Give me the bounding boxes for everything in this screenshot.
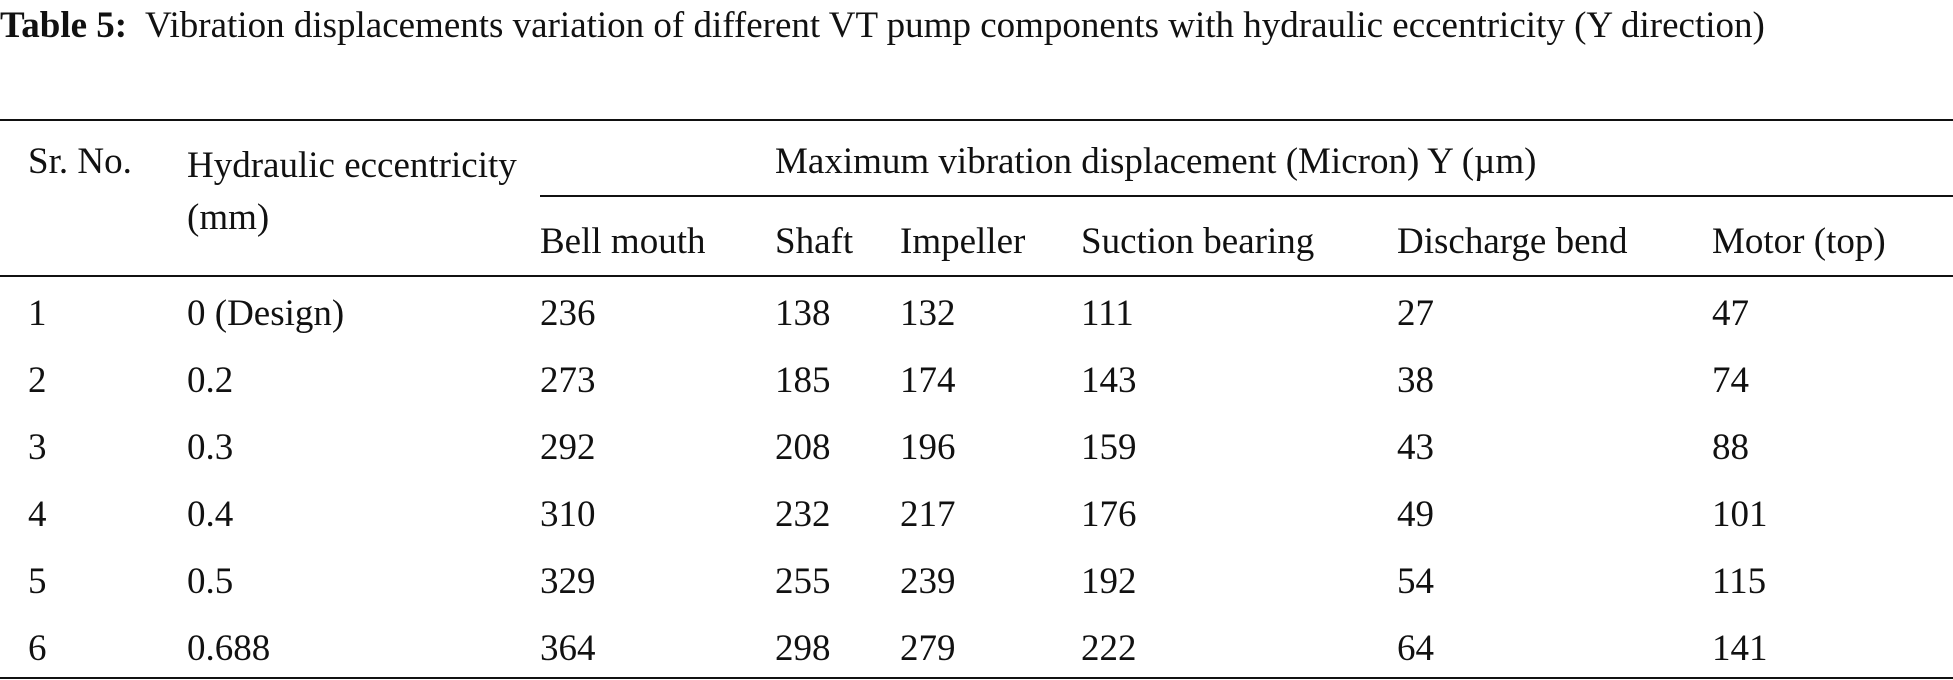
impeller-cell: 132 — [900, 293, 956, 334]
shaft-cell: 138 — [775, 293, 831, 334]
header-group-displacement: Maximum vibration displacement (Micron) … — [775, 141, 1537, 182]
impeller-cell: 217 — [900, 494, 956, 535]
sr-no-cell: 3 — [28, 427, 47, 468]
eccentricity-cell: 0.5 — [187, 561, 234, 602]
shaft-cell: 232 — [775, 494, 831, 535]
header-sr-no: Sr. No. — [28, 141, 132, 182]
header-bottom-rule — [0, 275, 1953, 277]
sr-no-cell: 2 — [28, 360, 47, 401]
motor-top-cell: 141 — [1712, 628, 1768, 669]
group-header-rule — [540, 195, 1953, 197]
eccentricity-cell: 0.4 — [187, 494, 234, 535]
suction-bearing-cell: 192 — [1081, 561, 1137, 602]
discharge-bend-cell: 27 — [1397, 293, 1434, 334]
motor-top-cell: 74 — [1712, 360, 1749, 401]
sr-no-cell: 4 — [28, 494, 47, 535]
impeller-cell: 174 — [900, 360, 956, 401]
suction-bearing-cell: 222 — [1081, 628, 1137, 669]
discharge-bend-cell: 64 — [1397, 628, 1434, 669]
table-caption-text: Vibration displacements variation of dif… — [144, 5, 1765, 46]
eccentricity-cell: 0 (Design) — [187, 293, 345, 334]
discharge-bend-cell: 54 — [1397, 561, 1434, 602]
suction-bearing-cell: 176 — [1081, 494, 1137, 535]
shaft-cell: 255 — [775, 561, 831, 602]
table-caption-label: Table 5: — [0, 5, 128, 46]
header-discharge-bend: Discharge bend — [1397, 221, 1628, 262]
motor-top-cell: 101 — [1712, 494, 1768, 535]
discharge-bend-cell: 49 — [1397, 494, 1434, 535]
sr-no-cell: 6 — [28, 628, 47, 669]
bell-mouth-cell: 292 — [540, 427, 596, 468]
header-eccentricity: Hydraulic eccentricity (mm) — [187, 145, 517, 238]
eccentricity-cell: 0.3 — [187, 427, 234, 468]
motor-top-cell: 115 — [1712, 561, 1767, 602]
shaft-cell: 298 — [775, 628, 831, 669]
header-suction-bearing: Suction bearing — [1081, 221, 1315, 262]
shaft-cell: 185 — [775, 360, 831, 401]
suction-bearing-cell: 159 — [1081, 427, 1137, 468]
sr-no-cell: 1 — [28, 293, 47, 334]
motor-top-cell: 88 — [1712, 427, 1749, 468]
eccentricity-cell: 0.688 — [187, 628, 271, 669]
impeller-cell: 279 — [900, 628, 956, 669]
table-bottom-rule — [0, 677, 1953, 679]
discharge-bend-cell: 38 — [1397, 360, 1434, 401]
header-bell-mouth: Bell mouth — [540, 221, 706, 262]
suction-bearing-cell: 143 — [1081, 360, 1137, 401]
shaft-cell: 208 — [775, 427, 831, 468]
discharge-bend-cell: 43 — [1397, 427, 1434, 468]
motor-top-cell: 47 — [1712, 293, 1749, 334]
sr-no-cell: 5 — [28, 561, 47, 602]
table-caption: Table 5: Vibration displacements variati… — [0, 0, 1953, 52]
bell-mouth-cell: 310 — [540, 494, 596, 535]
bell-mouth-cell: 329 — [540, 561, 596, 602]
impeller-cell: 196 — [900, 427, 956, 468]
header-impeller: Impeller — [900, 221, 1026, 262]
bell-mouth-cell: 364 — [540, 628, 596, 669]
impeller-cell: 239 — [900, 561, 956, 602]
bell-mouth-cell: 273 — [540, 360, 596, 401]
suction-bearing-cell: 111 — [1081, 293, 1134, 334]
table-top-rule — [0, 119, 1953, 121]
header-motor-top: Motor (top) — [1712, 221, 1886, 262]
eccentricity-cell: 0.2 — [187, 360, 234, 401]
header-shaft: Shaft — [775, 221, 854, 262]
bell-mouth-cell: 236 — [540, 293, 596, 334]
